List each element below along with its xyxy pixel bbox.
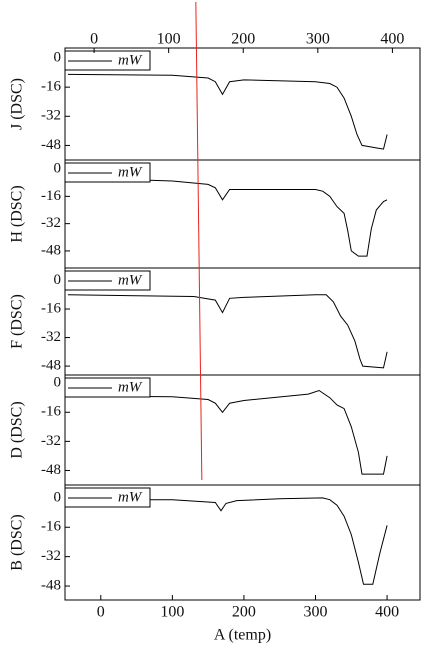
- x-tick-label: 100: [160, 604, 184, 621]
- y-tick-label: -32: [41, 433, 61, 449]
- y-axis-label: B (DSC): [9, 514, 26, 570]
- y-tick-label: 0: [54, 375, 62, 391]
- data-line: [67, 294, 388, 369]
- y-axis-label: D (DSC): [9, 401, 26, 458]
- panel-frame: [64, 484, 421, 601]
- x2-tick-label: 200: [231, 31, 255, 48]
- legend-label: mW: [118, 379, 143, 395]
- y-tick-label: -16: [41, 79, 61, 95]
- y-tick-label: 0: [54, 272, 62, 288]
- data-line: [67, 73, 388, 150]
- legend-label: mW: [118, 52, 143, 68]
- y-axis-label: J (DSC): [9, 78, 26, 130]
- y-tick-label: 0: [54, 49, 62, 65]
- y-tick-label: -48: [41, 462, 61, 478]
- x-tick-label: 200: [232, 604, 256, 621]
- y-axis-label: H (DSC): [9, 185, 26, 242]
- reference-line: [195, 1, 203, 481]
- x-axis-label: A (temp): [214, 627, 271, 644]
- y-tick-label: -48: [41, 577, 61, 593]
- data-line: [67, 389, 388, 475]
- y-tick-label: -16: [41, 300, 61, 316]
- x2-tick-label: 400: [380, 31, 404, 48]
- x2-tick-label: 0: [90, 31, 98, 48]
- y-tick-label: -16: [41, 404, 61, 420]
- x2-tick-label: 100: [157, 31, 181, 48]
- data-line: [67, 177, 388, 257]
- legend-label: mW: [118, 272, 143, 288]
- y-tick-label: -32: [41, 215, 61, 231]
- y-tick-label: -32: [41, 108, 61, 124]
- y-tick-label: 0: [54, 489, 62, 505]
- y-tick-label: -48: [41, 358, 61, 374]
- x-tick-label: 0: [97, 604, 105, 621]
- y-axis-label: F (DSC): [9, 294, 26, 349]
- legend-label: mW: [118, 164, 143, 180]
- x-tick-label: 300: [304, 604, 328, 621]
- y-tick-label: 0: [54, 160, 62, 176]
- x-tick-label: 400: [375, 604, 399, 621]
- legend-label: mW: [118, 489, 143, 505]
- y-tick-label: -48: [41, 242, 61, 258]
- y-tick-label: -48: [41, 137, 61, 153]
- y-tick-label: -32: [41, 548, 61, 564]
- data-line: [67, 497, 388, 585]
- y-tick-label: -32: [41, 329, 61, 345]
- y-tick-label: -16: [41, 188, 61, 204]
- x2-tick-label: 300: [306, 31, 330, 48]
- y-tick-label: -16: [41, 519, 61, 535]
